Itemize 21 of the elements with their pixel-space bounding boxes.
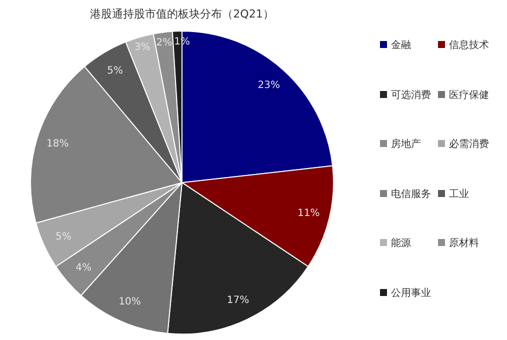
legend-label: 能源 [391, 236, 411, 250]
legend-label: 工业 [449, 188, 469, 200]
legend-label: 必需消费 [449, 138, 489, 151]
legend-label: 公用事业 [391, 286, 431, 300]
legend-label: 金融 [391, 38, 411, 52]
data-label: 2% [156, 37, 172, 48]
legend-label: 电信服务 [391, 188, 431, 200]
chart-title: 港股通持股市值的板块分布（2Q21） [90, 7, 274, 20]
legend-label: 信息技术 [449, 38, 489, 52]
legend-label: 医疗保健 [449, 88, 489, 102]
legend-label: 可选消费 [391, 88, 431, 102]
data-label: 4% [76, 262, 92, 274]
data-label: 11% [298, 208, 320, 219]
data-label: 5% [107, 65, 124, 76]
data-label: 17% [226, 294, 250, 306]
legend-label: 房地产 [391, 138, 421, 151]
legend-label: 原材料 [449, 236, 479, 250]
data-label: 23% [258, 80, 280, 92]
data-label: 18% [46, 138, 69, 150]
data-label: 5% [56, 231, 72, 242]
data-label: 10% [118, 296, 141, 308]
